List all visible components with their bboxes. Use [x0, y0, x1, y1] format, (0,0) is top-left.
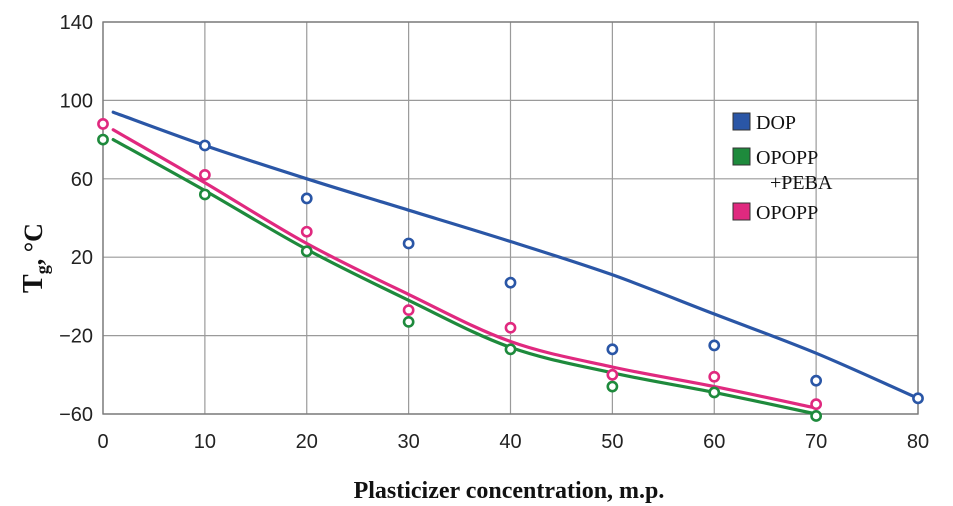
data-point-opopp-peba [810, 410, 823, 422]
y-axis-title: Tg, °C [18, 223, 52, 293]
y-tick-label: −60 [59, 404, 93, 426]
x-tick-label: 10 [194, 431, 216, 453]
x-tick-label: 60 [703, 431, 725, 453]
y-tick-label: 100 [60, 90, 93, 112]
x-tick-label: 50 [601, 431, 623, 453]
legend-label: +PEBA [770, 172, 833, 194]
data-point-opopp [402, 304, 415, 317]
data-point-dop [606, 343, 619, 356]
legend-label: OPOPP [756, 202, 818, 224]
data-point-opopp [810, 398, 823, 411]
y-tick-labels: −60 −20 20 60 100 140 [59, 12, 93, 426]
fit-curve-opopp [111, 128, 818, 410]
data-point-opopp [606, 368, 619, 381]
data-point-dop [300, 192, 313, 205]
data-point-opopp [504, 321, 517, 334]
data-point-opopp [198, 168, 211, 181]
data-point-dop [708, 339, 721, 352]
data-point-opopp-peba [97, 133, 109, 146]
y-axis-title-subscript: g [32, 265, 52, 274]
y-tick-label: 60 [71, 169, 93, 191]
y-tick-label: −20 [59, 326, 93, 348]
legend: DOP OPOPP +PEBA OPOPP [732, 112, 833, 224]
x-tick-label: 70 [805, 431, 827, 453]
data-point-opopp-peba [402, 315, 415, 328]
legend-swatch [732, 112, 751, 131]
x-tick-label: 0 [97, 431, 108, 453]
data-point-opopp [97, 118, 109, 130]
plot-frame [102, 21, 919, 415]
data-point-opopp-peba [300, 245, 313, 258]
legend-entry-opopp-peba: OPOPP +PEBA [732, 147, 833, 194]
data-point-opopp-peba [198, 188, 211, 201]
y-axis-title-main: T [18, 274, 49, 293]
x-tick-label: 40 [499, 431, 521, 453]
data-point-opopp [708, 370, 721, 383]
data-point-dop [198, 139, 211, 152]
legend-label: DOP [756, 112, 796, 134]
x-tick-labels: 0 10 20 30 40 50 60 70 80 [97, 431, 929, 453]
data-point-dop [402, 237, 415, 250]
fit-curves [111, 110, 920, 416]
data-point-opopp-peba [504, 343, 517, 356]
x-tick-label: 20 [296, 431, 318, 453]
y-axis-title-unit: , °C [19, 223, 48, 265]
legend-swatch [732, 147, 751, 166]
data-point-opopp-peba [606, 380, 619, 393]
fit-curve-opopp-peba [111, 138, 818, 416]
x-tick-label: 30 [398, 431, 420, 453]
grid [102, 21, 919, 415]
legend-label: OPOPP [756, 147, 818, 169]
fit-curve-dop [111, 110, 920, 400]
y-tick-label: 20 [71, 247, 93, 269]
data-points [97, 118, 924, 422]
x-axis-title: Plasticizer concentration, m.p. [354, 478, 665, 504]
data-point-opopp-peba [708, 386, 721, 399]
legend-entry-opopp: OPOPP [732, 202, 818, 224]
y-tick-label: 140 [60, 12, 93, 34]
legend-entry-dop: DOP [732, 112, 796, 134]
data-point-dop [912, 392, 924, 405]
data-point-dop [810, 374, 823, 387]
legend-swatch [732, 202, 751, 221]
x-tick-label: 80 [907, 431, 929, 453]
data-point-opopp [300, 225, 313, 238]
data-point-dop [504, 276, 517, 289]
